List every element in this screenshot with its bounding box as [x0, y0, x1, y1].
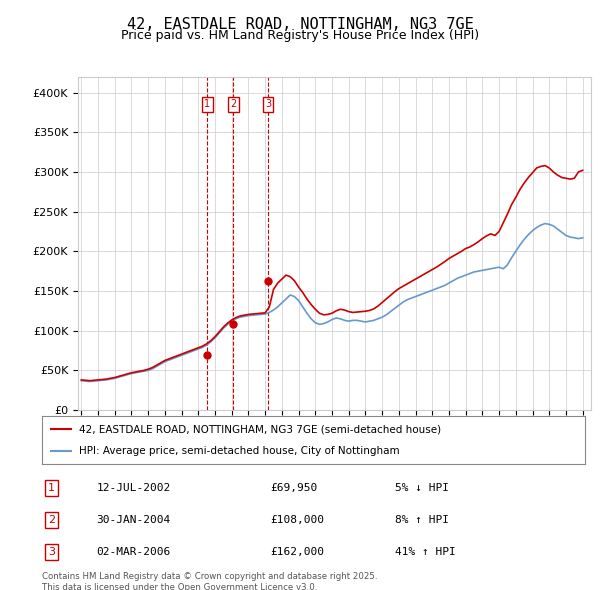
Text: 2: 2 — [230, 100, 236, 110]
Text: £108,000: £108,000 — [270, 515, 324, 525]
Text: 42, EASTDALE ROAD, NOTTINGHAM, NG3 7GE: 42, EASTDALE ROAD, NOTTINGHAM, NG3 7GE — [127, 17, 473, 31]
Text: 42, EASTDALE ROAD, NOTTINGHAM, NG3 7GE (semi-detached house): 42, EASTDALE ROAD, NOTTINGHAM, NG3 7GE (… — [79, 424, 441, 434]
Text: 12-JUL-2002: 12-JUL-2002 — [97, 483, 170, 493]
Text: £69,950: £69,950 — [270, 483, 317, 493]
Text: 3: 3 — [265, 100, 271, 110]
Text: 1: 1 — [48, 483, 55, 493]
Text: 3: 3 — [48, 547, 55, 557]
Text: 02-MAR-2006: 02-MAR-2006 — [97, 547, 170, 557]
Text: 30-JAN-2004: 30-JAN-2004 — [97, 515, 170, 525]
Text: £162,000: £162,000 — [270, 547, 324, 557]
Text: 41% ↑ HPI: 41% ↑ HPI — [395, 547, 456, 557]
Text: 8% ↑ HPI: 8% ↑ HPI — [395, 515, 449, 525]
Text: Contains HM Land Registry data © Crown copyright and database right 2025.
This d: Contains HM Land Registry data © Crown c… — [42, 572, 377, 590]
Text: HPI: Average price, semi-detached house, City of Nottingham: HPI: Average price, semi-detached house,… — [79, 446, 400, 456]
Text: 2: 2 — [48, 515, 55, 525]
Text: 1: 1 — [204, 100, 210, 110]
Text: Price paid vs. HM Land Registry's House Price Index (HPI): Price paid vs. HM Land Registry's House … — [121, 30, 479, 42]
Text: 5% ↓ HPI: 5% ↓ HPI — [395, 483, 449, 493]
